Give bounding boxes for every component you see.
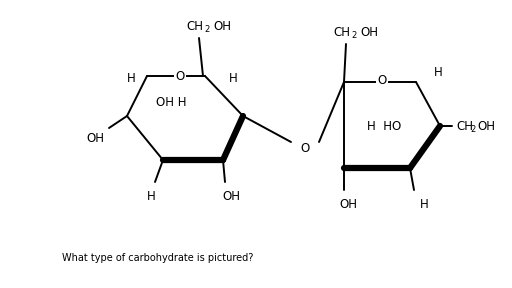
- Text: 2: 2: [204, 24, 209, 33]
- Text: CH: CH: [186, 20, 203, 33]
- Text: O: O: [176, 69, 185, 82]
- Text: OH: OH: [360, 26, 378, 39]
- Text: H: H: [146, 190, 155, 202]
- Text: What type of carbohydrate is pictured?: What type of carbohydrate is pictured?: [62, 253, 253, 263]
- Text: OH: OH: [339, 198, 357, 211]
- Text: OH H: OH H: [156, 96, 186, 109]
- Text: 2: 2: [351, 31, 356, 39]
- Text: H: H: [434, 65, 442, 79]
- Text: CH: CH: [456, 120, 473, 132]
- Text: H: H: [229, 71, 238, 84]
- Text: 2: 2: [470, 124, 475, 134]
- Text: H: H: [126, 71, 135, 84]
- Text: O: O: [377, 73, 387, 86]
- Text: H  HO: H HO: [367, 120, 401, 132]
- Text: OH: OH: [86, 132, 104, 145]
- Text: H: H: [420, 198, 429, 211]
- Text: O: O: [301, 141, 310, 154]
- Text: OH: OH: [477, 120, 495, 132]
- Text: OH: OH: [222, 190, 240, 202]
- Text: OH: OH: [213, 20, 231, 33]
- Text: CH: CH: [333, 26, 350, 39]
